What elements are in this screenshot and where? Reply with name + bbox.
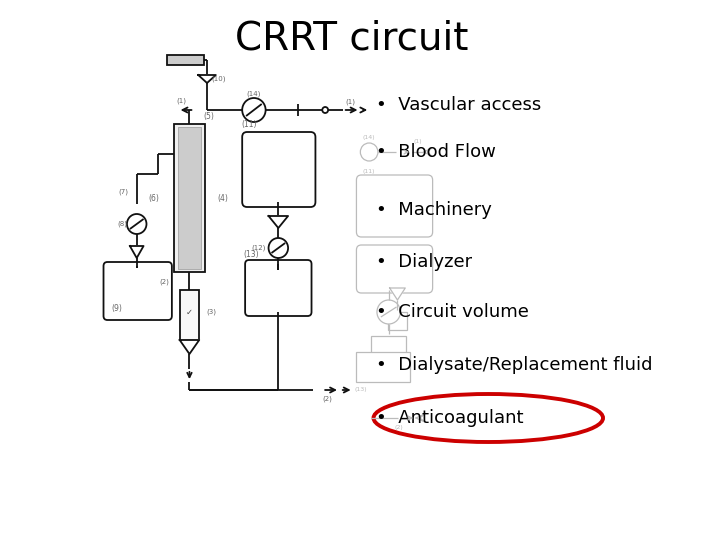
Text: (1): (1): [346, 99, 356, 105]
Text: •  Machinery: • Machinery: [376, 201, 492, 219]
Text: (2): (2): [394, 426, 402, 430]
Text: (14): (14): [363, 136, 375, 140]
Text: (6): (6): [149, 193, 160, 202]
Bar: [180, 290, 199, 340]
Circle shape: [269, 238, 288, 258]
FancyBboxPatch shape: [356, 175, 433, 237]
FancyBboxPatch shape: [104, 262, 172, 320]
Text: CRRT circuit: CRRT circuit: [235, 20, 468, 58]
Polygon shape: [269, 216, 288, 228]
Bar: [174, 124, 205, 272]
Bar: [178, 127, 201, 269]
Circle shape: [127, 214, 146, 234]
Text: (10): (10): [212, 76, 226, 82]
Text: •  Dialyzer: • Dialyzer: [376, 253, 472, 271]
Text: •  Dialysate/Replacement fluid: • Dialysate/Replacement fluid: [376, 356, 652, 374]
Bar: [167, 55, 204, 65]
Text: (13): (13): [354, 388, 366, 393]
Text: (5): (5): [204, 111, 215, 120]
Text: (3): (3): [206, 309, 216, 315]
Text: •  Vascular access: • Vascular access: [376, 96, 541, 114]
Circle shape: [377, 300, 400, 324]
Bar: [387, 312, 408, 330]
Text: (1): (1): [414, 139, 423, 145]
FancyBboxPatch shape: [356, 245, 433, 293]
Text: (11): (11): [363, 170, 375, 174]
Polygon shape: [180, 340, 199, 354]
Circle shape: [360, 143, 378, 161]
Text: (1): (1): [176, 98, 186, 104]
Text: •  Blood Flow: • Blood Flow: [376, 143, 496, 161]
Text: •  Circuit volume: • Circuit volume: [376, 303, 529, 321]
Bar: [356, 352, 410, 382]
Text: (14): (14): [247, 91, 261, 97]
FancyBboxPatch shape: [245, 260, 312, 316]
Circle shape: [323, 107, 328, 113]
Text: (9): (9): [112, 305, 122, 314]
Bar: [371, 336, 406, 362]
Text: (2): (2): [159, 279, 169, 285]
Polygon shape: [198, 75, 216, 83]
FancyBboxPatch shape: [242, 132, 315, 207]
Text: (12): (12): [251, 245, 266, 251]
Text: (8): (8): [117, 221, 127, 227]
Text: (11): (11): [241, 120, 257, 130]
Text: •  Anticoagulant: • Anticoagulant: [376, 409, 523, 427]
Text: (13): (13): [243, 249, 258, 259]
Text: (2): (2): [323, 396, 332, 402]
Polygon shape: [390, 288, 405, 300]
Text: (7): (7): [118, 189, 128, 195]
Circle shape: [242, 98, 266, 122]
Text: ✓: ✓: [186, 307, 193, 316]
Text: (4): (4): [217, 193, 228, 202]
Polygon shape: [130, 246, 143, 258]
